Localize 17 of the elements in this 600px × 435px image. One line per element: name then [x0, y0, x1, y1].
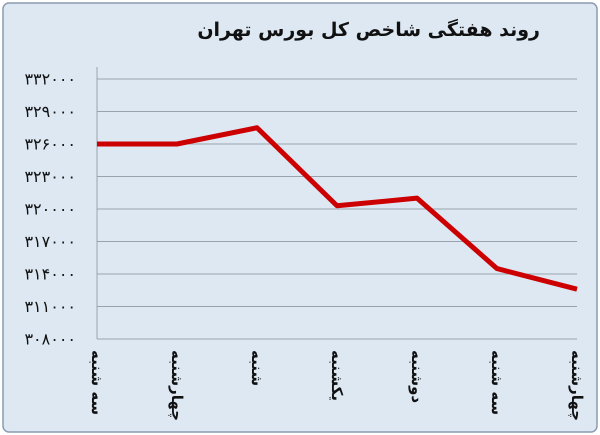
y-tick-label: ۳۲۶۰۰۰: [24, 134, 76, 154]
y-tick-label: ۳۱۱۰۰۰: [24, 297, 76, 316]
x-tick-label: شنبه: [248, 350, 266, 386]
y-tick-label: ۳۰۸۰۰۰: [24, 330, 76, 348]
y-tick-label: ۳۲۳۰۰۰: [24, 167, 76, 186]
y-tick-label: ۳۱۴۰۰۰: [24, 264, 76, 284]
y-tick-label: ۳۳۲۰۰۰: [24, 70, 76, 88]
chart-title: روند هفتگی شاخص کل بورس تهران: [197, 18, 540, 41]
x-tick-label: یکشنبه: [328, 350, 346, 401]
y-tick-label: ۳۱۷۰۰۰: [24, 232, 76, 251]
y-tick-label: ۳۲۹۰۰۰: [24, 102, 76, 121]
x-tick-label: دوشنبه: [408, 350, 426, 404]
x-tick-label: سه شنبه: [88, 350, 106, 416]
x-tick-label: چهارشنبه: [168, 350, 186, 422]
x-tick-label: سه شنبه: [488, 350, 506, 416]
y-tick-label: ۳۲۰۰۰۰: [24, 200, 76, 218]
x-tick-label: چهارشنبه: [568, 350, 586, 422]
